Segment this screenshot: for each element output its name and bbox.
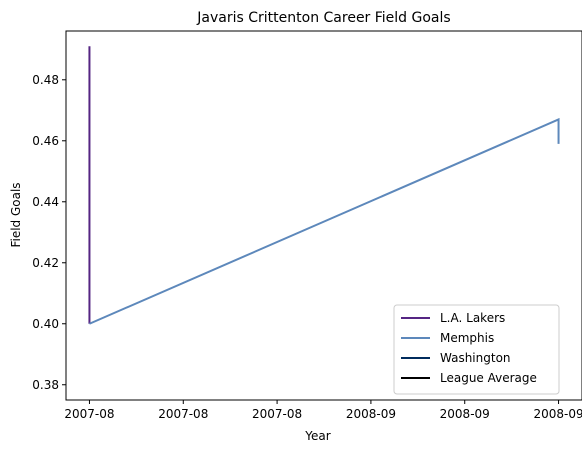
x-tick-label: 2008-09 (440, 407, 490, 421)
y-tick-label: 0.38 (32, 378, 59, 392)
plot-frame (65, 30, 582, 401)
x-axis-label: Year (304, 429, 330, 443)
legend-label: Washington (440, 351, 511, 365)
y-tick-label: 0.42 (32, 256, 59, 270)
series-layer (88, 46, 560, 325)
chart-title: Javaris Crittenton Career Field Goals (196, 10, 450, 26)
x-tick-label: 2007-08 (64, 407, 114, 421)
series-line-1 (89, 117, 560, 325)
plot-area (65, 30, 582, 401)
y-tick-label: 0.48 (32, 73, 59, 87)
y-axis-ticks: 0.38 0.40 0.42 0.44 0.46 0.48 (32, 73, 66, 392)
legend-label: L.A. Lakers (440, 311, 505, 325)
legend: L.A. Lakers Memphis Washington League Avera… (393, 304, 560, 395)
y-axis-label: Field Goals (9, 182, 23, 247)
x-tick-label: 2007-08 (158, 407, 208, 421)
legend-label: League Average (440, 371, 537, 385)
x-tick-label: 2008-09 (533, 407, 582, 421)
y-tick-label: 0.40 (32, 317, 59, 331)
y-tick-label: 0.44 (32, 195, 59, 209)
legend-label: Memphis (440, 331, 494, 345)
x-tick-label: 2007-08 (252, 407, 302, 421)
y-tick-label: 0.46 (32, 134, 59, 148)
x-axis-ticks: 2007-08 2007-08 2007-08 2008-09 2008-09 2008-… (64, 400, 582, 421)
legend-frame (393, 304, 560, 395)
x-tick-label: 2008-09 (346, 407, 396, 421)
